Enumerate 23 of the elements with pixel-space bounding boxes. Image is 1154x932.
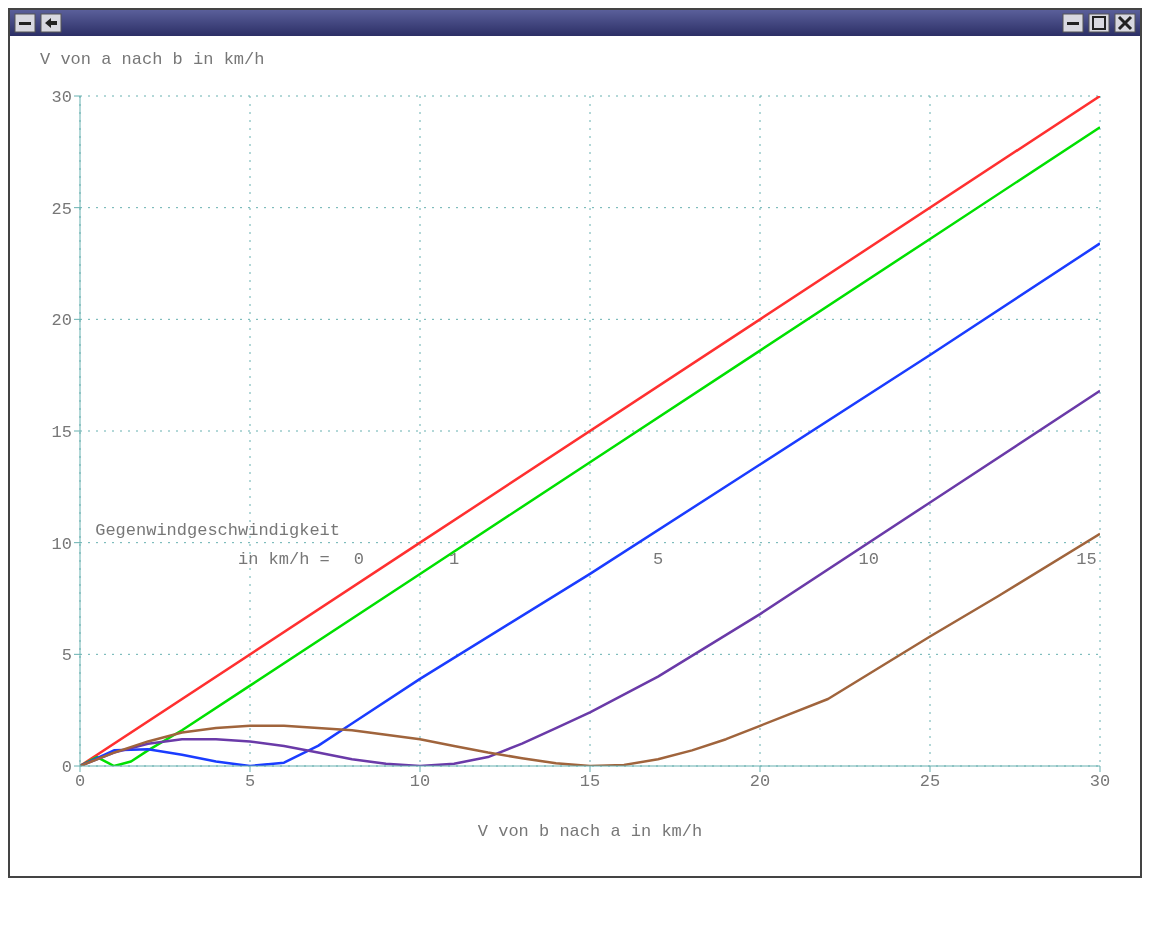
- x-tick-label: 25: [919, 772, 941, 792]
- y-tick-label: 0: [61, 758, 72, 778]
- y-tick-label: 30: [51, 88, 72, 108]
- series-label: 0: [353, 550, 364, 570]
- x-tick-label: 20: [749, 772, 771, 792]
- y-tick-label: 25: [51, 199, 72, 219]
- x-tick-label: 30: [1089, 772, 1111, 792]
- x-tick-label: 0: [74, 772, 86, 792]
- x-axis-title: V von b nach a in km/h: [477, 822, 703, 841]
- annotation: in km/h =: [238, 550, 330, 570]
- annotation: Gegenwindgeschwindigkeit: [95, 521, 341, 541]
- y-tick-label: 10: [51, 534, 72, 554]
- y-tick-label: 5: [61, 646, 72, 666]
- series-label: 1: [448, 550, 460, 570]
- series-label: 15: [1076, 550, 1097, 570]
- series-label: 10: [858, 550, 879, 570]
- y-axis-title: V von a nach b in km/h: [40, 50, 265, 69]
- y-tick-label: 15: [51, 423, 72, 443]
- x-tick-label: 5: [244, 772, 256, 792]
- x-tick-label: 10: [409, 772, 431, 792]
- y-tick-label: 20: [51, 311, 72, 331]
- series-label: 5: [652, 550, 664, 570]
- x-tick-label: 15: [579, 772, 601, 792]
